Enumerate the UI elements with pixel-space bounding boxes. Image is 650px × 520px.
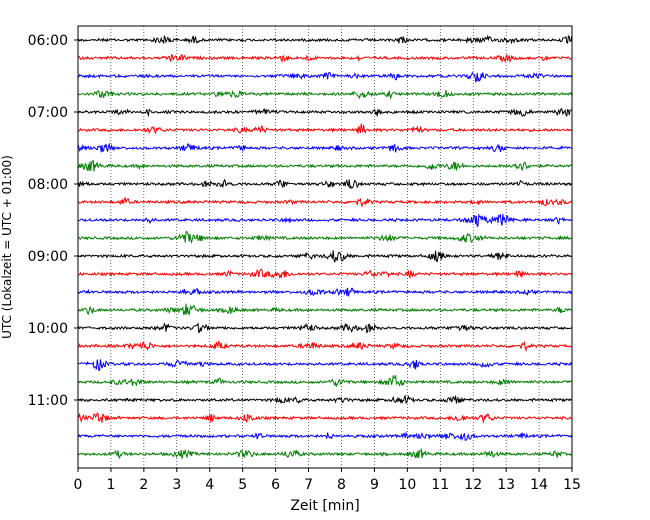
x-tick-label: 10 (398, 477, 416, 493)
x-tick-label: 5 (238, 477, 247, 493)
x-tick-label: 1 (106, 477, 115, 493)
trace-0845 (77, 230, 572, 244)
y-axis-label: UTC (Lokalzeit = UTC + 01:00) (0, 155, 14, 339)
x-tick-label: 12 (464, 477, 482, 493)
trace-0815 (77, 197, 573, 208)
trace-0700 (77, 107, 572, 118)
trace-1115 (77, 412, 572, 424)
trace-0615 (77, 53, 572, 64)
trace-0745 (77, 159, 572, 172)
x-tick-label: 11 (431, 477, 449, 493)
x-tick-label: 3 (172, 477, 181, 493)
trace-1100 (77, 394, 572, 404)
x-axis-label: Zeit [min] (290, 498, 359, 514)
trace-0645 (77, 89, 573, 100)
trace-0715 (77, 123, 572, 135)
trace-0900 (77, 250, 572, 263)
x-tick-label: 7 (304, 477, 313, 493)
y-tick-label: 06:00 (28, 33, 68, 49)
y-tick-label: 11:00 (28, 393, 68, 409)
trace-1015 (77, 339, 572, 353)
trace-0730 (77, 142, 572, 153)
x-tick-label: 8 (337, 477, 346, 493)
x-tick-label: 0 (74, 477, 83, 493)
x-tick-label: 13 (497, 477, 515, 493)
trace-1045 (77, 374, 572, 388)
trace-0930 (77, 287, 573, 297)
y-tick-label: 07:00 (28, 105, 68, 121)
trace-1030 (77, 359, 573, 372)
x-tick-label: 2 (139, 477, 148, 493)
trace-1130 (77, 431, 573, 442)
grid (110, 26, 540, 468)
y-axis: 06:00 07:00 08:00 09:00 10:00 11:00 (28, 33, 78, 409)
x-tick-label: 15 (563, 477, 581, 493)
trace-0800 (77, 178, 573, 189)
x-tick-label: 9 (370, 477, 379, 493)
trace-0830 (77, 213, 572, 228)
x-tick-label: 4 (205, 477, 214, 493)
trace-0600 (77, 34, 573, 45)
trace-0915 (77, 268, 572, 280)
y-tick-label: 10:00 (28, 321, 68, 337)
x-tick-label: 14 (530, 477, 548, 493)
traces (77, 34, 573, 459)
trace-1000 (77, 322, 572, 334)
x-tick-label: 6 (271, 477, 280, 493)
trace-0630 (77, 71, 573, 83)
x-axis: 0 1 2 3 4 5 6 7 8 9 10 11 12 13 14 15 (74, 468, 581, 493)
y-tick-label: 08:00 (28, 177, 68, 193)
trace-1145 (77, 447, 572, 459)
trace-0945 (77, 303, 572, 316)
plot-frame (77, 25, 573, 469)
y-tick-label: 09:00 (28, 249, 68, 265)
